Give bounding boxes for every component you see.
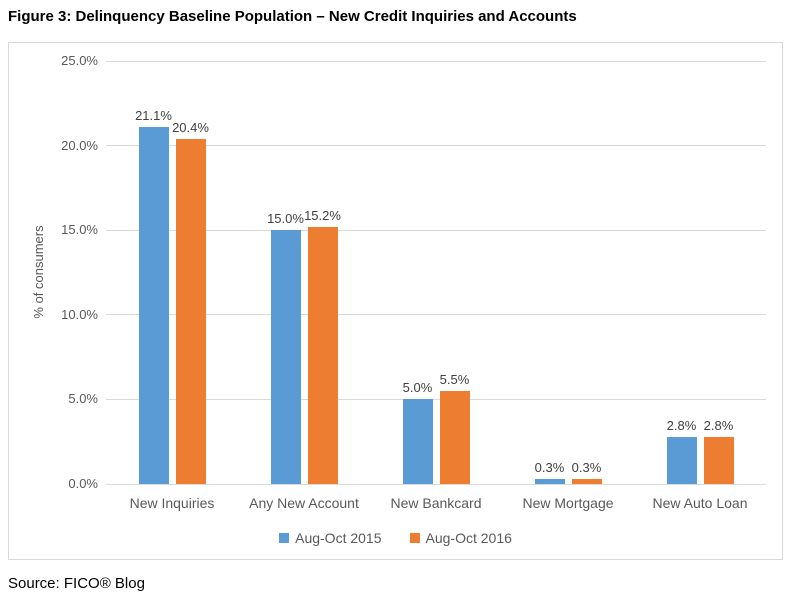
bar: [138, 127, 169, 484]
y-tick-label: 10.0%: [61, 306, 98, 322]
data-label: 5.5%: [439, 371, 470, 387]
x-axis-label: New Bankcard: [390, 495, 482, 511]
source-note: Source: FICO® Blog: [8, 575, 145, 592]
legend-item: Aug-Oct 2016: [409, 530, 512, 546]
data-label: 21.1%: [135, 108, 172, 123]
data-label: 0.3%: [571, 459, 602, 475]
data-label: 15.0%: [267, 211, 304, 227]
legend-label: Aug-Oct 2015: [295, 530, 382, 546]
gridline: [106, 145, 766, 147]
data-label: 2.8%: [666, 417, 697, 433]
bar: [666, 436, 697, 484]
category-group: 0.3% 0.3%: [502, 61, 634, 484]
legend-swatch: [279, 533, 290, 543]
bar: [402, 399, 433, 484]
bar: [439, 390, 470, 484]
y-tick-label: 5.0%: [68, 391, 98, 407]
gridline: [106, 229, 766, 231]
legend-item: Aug-Oct 2015: [279, 530, 382, 546]
chart-frame: % of consumers 0.0% 5.0% 10.0% 15.0% 20.0% 25…: [8, 42, 783, 560]
y-tick-label: 25.0%: [61, 53, 98, 68]
y-tick-label: 15.0%: [61, 222, 98, 238]
y-tick-label: 0.0%: [68, 476, 98, 491]
x-axis-label: New Inquiries: [129, 495, 215, 511]
data-label: 0.3%: [534, 459, 565, 475]
bar: [534, 478, 565, 484]
y-tick-label: 20.0%: [61, 137, 98, 153]
category-group: 15.0% 15.2%: [238, 61, 370, 484]
gridline: [106, 483, 766, 485]
data-label: 5.0%: [402, 380, 433, 396]
plot-area: 0.0% 5.0% 10.0% 15.0% 20.0% 25.0% 21.1% 20.4% 1…: [61, 54, 766, 490]
gridline: [106, 314, 766, 316]
bar: [175, 138, 206, 484]
data-label: 2.8%: [703, 417, 734, 433]
bar: [703, 436, 734, 484]
x-axis-label: New Mortgage: [522, 495, 614, 511]
bar: [307, 226, 338, 484]
data-label: 20.4%: [172, 119, 209, 135]
x-axis-labels: New Inquiries Any New Account New Bankcard…: [106, 495, 766, 511]
bar-groups: 21.1% 20.4% 15.0% 15.2% 5.0% 5.5% 0.3% 0.3% 2.8%…: [106, 61, 766, 484]
x-axis-label: Any New Account: [249, 495, 359, 511]
category-group: 5.0% 5.5%: [370, 61, 502, 484]
legend-label: Aug-Oct 2016: [425, 530, 512, 546]
gridline: [106, 60, 766, 62]
legend: Aug-Oct 2015 Aug-Oct 2016: [9, 530, 782, 546]
data-label: 15.2%: [304, 207, 341, 223]
category-group: 21.1% 20.4%: [106, 61, 238, 484]
category-group: 2.8% 2.8%: [634, 61, 766, 484]
legend-swatch: [409, 533, 420, 543]
figure-title: Figure 3: Delinquency Baseline Populatio…: [8, 8, 577, 25]
bar: [270, 230, 301, 484]
gridline: [106, 398, 766, 400]
bar: [571, 478, 602, 484]
x-axis-label: New Auto Loan: [652, 495, 748, 511]
